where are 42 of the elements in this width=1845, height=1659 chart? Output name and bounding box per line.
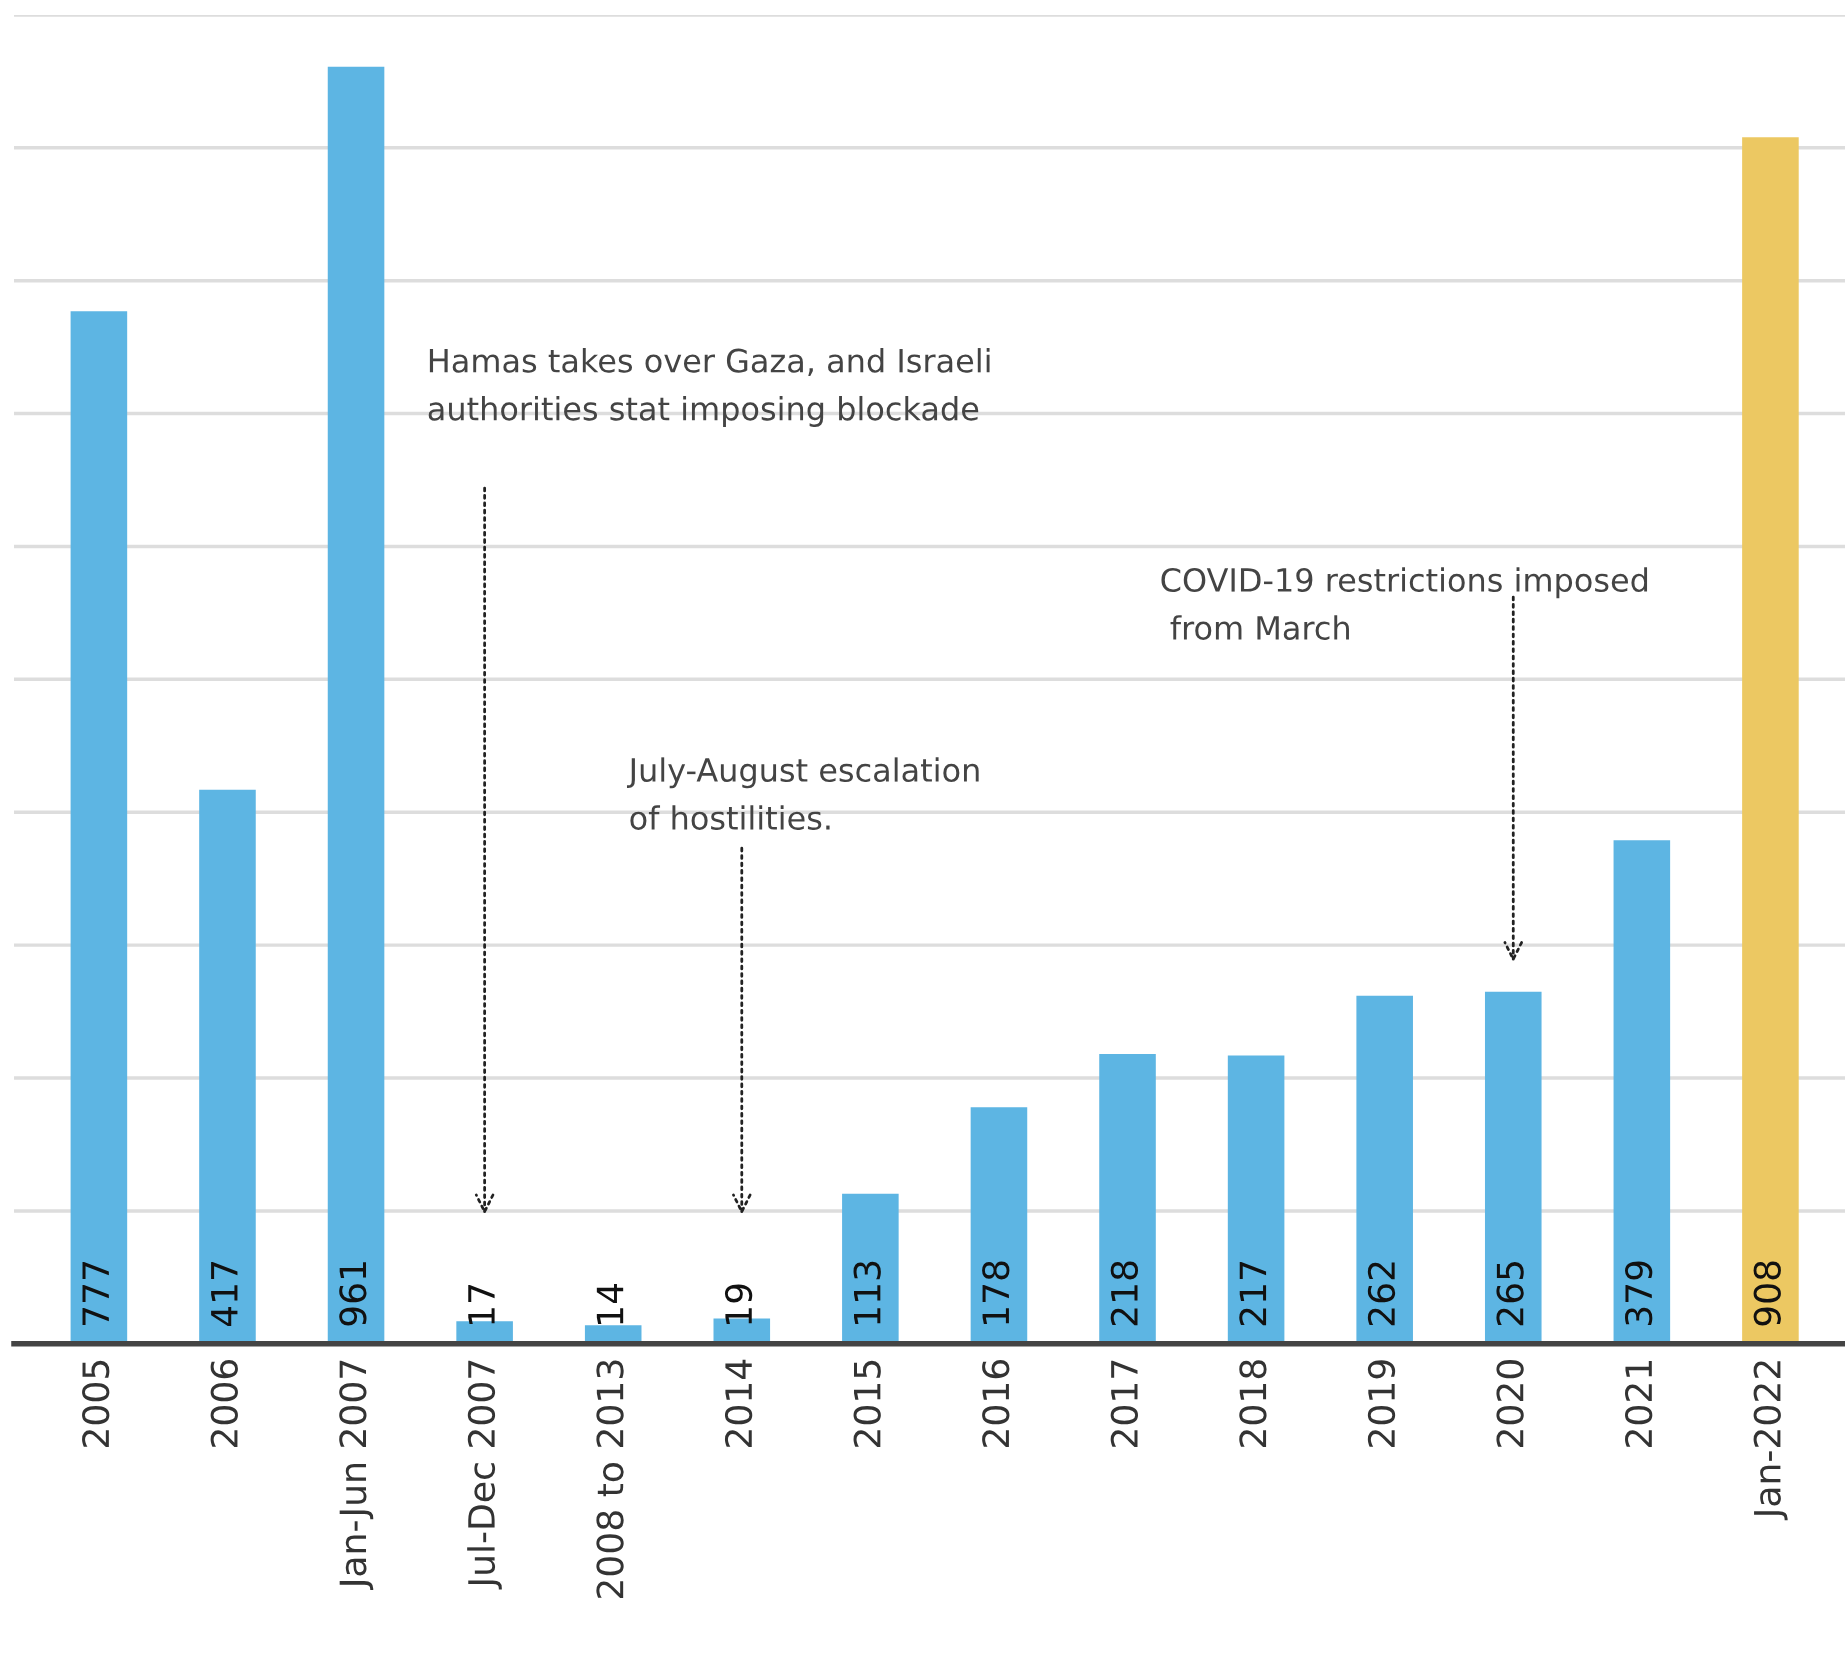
data-label: 19: [724, 1284, 753, 1324]
data-label: 217: [1239, 1262, 1267, 1326]
bar: [1484, 991, 1542, 1344]
bar: [70, 311, 128, 1344]
data-label: 178: [982, 1261, 1010, 1324]
data-label: 961: [339, 1262, 367, 1326]
x-tick-label: 2008 to 2013: [596, 1360, 624, 1599]
data-label: 218: [1110, 1261, 1138, 1326]
bar: [1227, 1055, 1285, 1344]
bar: [1099, 1054, 1156, 1344]
x-tick-label: Jul-Dec 2007: [467, 1360, 502, 1590]
x-tick-label: Jan-Jun 2007: [339, 1360, 374, 1591]
x-tick-label: 2015: [853, 1360, 881, 1447]
annotation: COVID-19 restrictions imposed from March: [1161, 567, 1648, 640]
bar: [970, 1107, 1028, 1344]
data-label: 379: [1625, 1261, 1653, 1326]
x-tick-label: 2021: [1625, 1361, 1653, 1447]
x-tick-label: 2016: [982, 1359, 1010, 1447]
data-label: 17: [468, 1284, 495, 1324]
x-tick-label: Jan-2022: [1753, 1361, 1788, 1521]
bar: [1356, 995, 1413, 1344]
bar: [199, 789, 256, 1344]
bar: [842, 1193, 899, 1344]
bar: [327, 66, 385, 1344]
data-label: 14: [596, 1283, 624, 1324]
annotation: Hamas takes over Gaza, and Israeli authorities stat imposing blockade: [428, 348, 990, 427]
x-tick-label: 2018: [1239, 1360, 1267, 1447]
data-label: 265: [1496, 1262, 1524, 1326]
x-tick-label: 2005: [82, 1360, 110, 1447]
data-label: 113: [853, 1261, 881, 1324]
x-tick-label: 2020: [1496, 1360, 1524, 1447]
x-tick-label: 2014: [724, 1359, 753, 1447]
data-label: 777: [82, 1262, 109, 1325]
annotation: July-August escalation of hostilities.: [626, 757, 979, 830]
data-label: 908: [1753, 1261, 1781, 1326]
x-tick-label: 2006: [210, 1359, 238, 1447]
x-tick-label: 2019: [1367, 1360, 1396, 1447]
x-tick-label: 2017: [1110, 1360, 1138, 1447]
bar: [1742, 137, 1799, 1344]
bar: [1613, 840, 1671, 1344]
data-label: 417: [211, 1262, 238, 1327]
data-label: 262: [1367, 1262, 1396, 1326]
